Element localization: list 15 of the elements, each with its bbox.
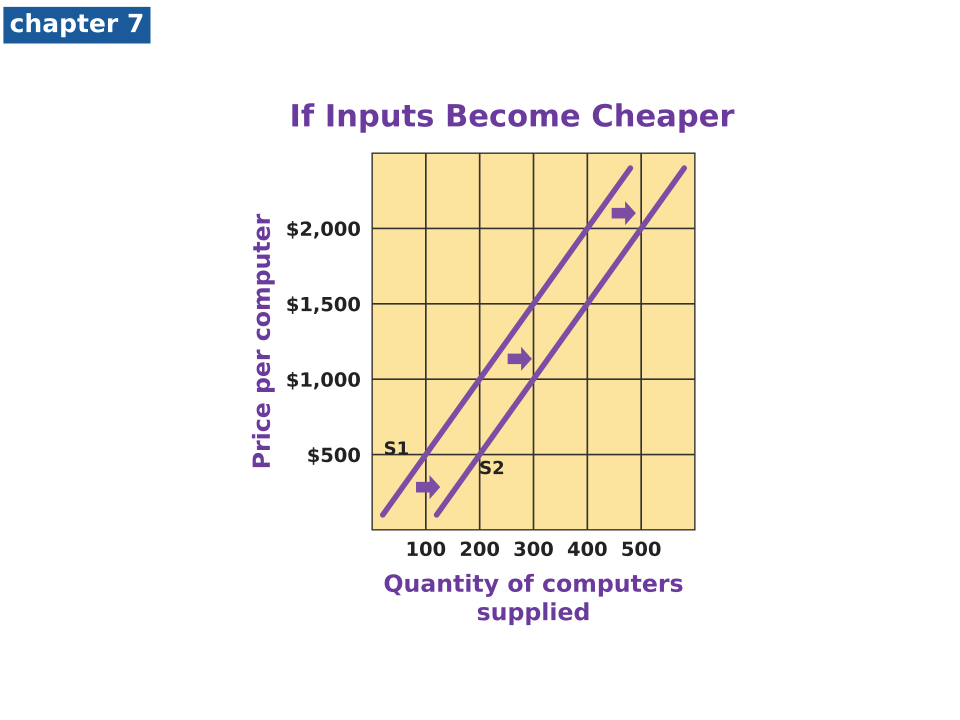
series-label: S2 xyxy=(480,460,504,474)
y-tick-label: $1,500 xyxy=(287,296,360,314)
x-axis-title: Quantity of computers supplied xyxy=(384,574,682,626)
y-tick-label: $500 xyxy=(308,447,360,465)
x-tick-label: 400 xyxy=(568,541,607,556)
chart-title: If Inputs Become Cheaper xyxy=(292,103,734,133)
text: chapter 7 xyxy=(10,13,142,38)
x-tick-label: 500 xyxy=(622,541,661,556)
x-tick-label: 200 xyxy=(460,541,500,556)
x-tick-label: 100 xyxy=(408,541,446,556)
y-tick-label: $1,000 xyxy=(287,372,360,390)
series-label: S1 xyxy=(384,441,408,455)
y-tick-label: $2,000 xyxy=(287,221,360,239)
y-axis-title: Price per computer xyxy=(252,214,275,468)
x-tick-label: 300 xyxy=(514,541,553,556)
